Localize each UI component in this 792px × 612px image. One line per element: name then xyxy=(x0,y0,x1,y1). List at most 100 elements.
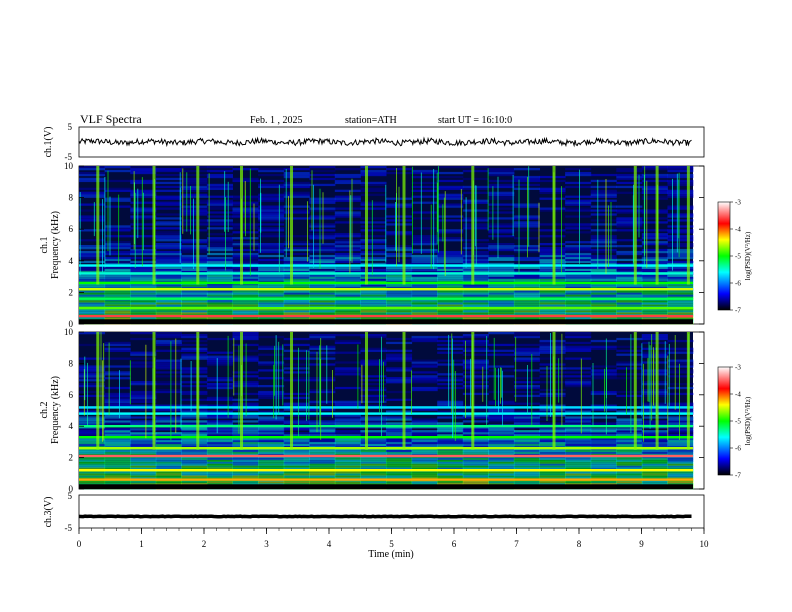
spectrogram-cell xyxy=(488,217,515,220)
spectrogram-cell xyxy=(104,304,131,307)
spectrogram-cell xyxy=(667,408,694,411)
spectrogram-cell xyxy=(641,441,668,445)
spectrogram-cell xyxy=(462,467,489,470)
spectrogram-cell xyxy=(130,459,157,462)
spectrogram-cell xyxy=(309,248,336,252)
spectrogram-cell xyxy=(206,183,233,187)
spectrogram-cell xyxy=(283,461,310,464)
spectrogram-cell xyxy=(590,274,617,277)
spectrogram-cell xyxy=(667,416,694,419)
spectrogram-cell xyxy=(488,353,515,356)
spectrogram-cell xyxy=(641,369,668,372)
spectrogram-band xyxy=(79,297,693,300)
spectrogram-cell xyxy=(411,377,438,380)
spectrogram-cell xyxy=(334,181,361,185)
spectrogram-cell xyxy=(411,300,438,303)
spectrogram-cell xyxy=(206,237,233,240)
spectrogram-cell xyxy=(181,457,208,460)
ch2-colorbar-ticks: -3-4-5-6-7 xyxy=(730,364,741,480)
spectrogram-cell xyxy=(590,205,617,208)
spectrogram-cell xyxy=(488,365,515,368)
spectrogram-cell xyxy=(565,252,592,256)
ytick-label: 2 xyxy=(69,453,74,463)
spectrogram-cell xyxy=(104,189,131,192)
spectrogram-cell xyxy=(155,371,182,374)
spectrogram-cell xyxy=(258,197,285,200)
spectrogram-cell xyxy=(155,181,182,185)
spectrogram-cell xyxy=(565,367,592,370)
spectrogram-cell xyxy=(616,353,643,356)
spectrogram-cell xyxy=(616,286,643,289)
spectrogram-cell xyxy=(258,233,285,236)
spectrogram-cell xyxy=(386,294,413,297)
spectrogram-cell xyxy=(79,420,106,423)
spectrogram-cell xyxy=(462,367,489,370)
spectrogram-cell xyxy=(181,256,208,260)
spectrogram-cell xyxy=(565,441,592,445)
spectrogram-cell xyxy=(513,467,540,470)
ch1-ylabel: ch.1(V) xyxy=(43,127,54,158)
spectrogram-cell xyxy=(181,310,208,313)
spectrogram-cell xyxy=(641,475,668,478)
spectrogram-cell xyxy=(258,205,285,208)
spectrogram-cell xyxy=(181,201,208,204)
spectrogram-cell xyxy=(667,175,694,179)
spectrogram-cell xyxy=(565,434,592,437)
spectrogram-cell xyxy=(616,219,643,222)
spectrogram-cell xyxy=(104,278,131,281)
spectrogram-band xyxy=(79,314,693,318)
spectrogram-cell xyxy=(360,270,387,273)
spectrogram-cell xyxy=(309,334,336,337)
spectrogram-cell xyxy=(155,304,182,307)
spectrogram-cell xyxy=(565,416,592,419)
spectrogram-cell xyxy=(667,284,694,287)
spectrogram-cell xyxy=(616,262,643,266)
spectrogram-cell xyxy=(155,477,182,480)
spectrogram-cell xyxy=(309,351,336,354)
spectrogram-cell xyxy=(104,398,131,401)
spectrogram-cell xyxy=(360,284,387,287)
spectrogram-cell xyxy=(130,171,157,175)
spectrogram-cell xyxy=(616,449,643,453)
spectrogram-cell xyxy=(513,205,540,208)
spectrogram-cell xyxy=(513,183,540,187)
spectrogram-cell xyxy=(155,177,182,181)
spectrogram-band xyxy=(79,454,693,458)
spectrogram-cell xyxy=(488,169,515,173)
spectrogram-cell xyxy=(565,168,592,171)
spectrogram-cell xyxy=(386,475,413,478)
spectrogram-cell xyxy=(104,357,131,360)
spectrogram-cell xyxy=(360,229,387,232)
spectrogram-cell xyxy=(641,438,668,441)
spectrogram-cell xyxy=(155,300,182,303)
spectrogram-cell xyxy=(206,262,233,266)
spectrogram-cell xyxy=(437,310,464,313)
spectrogram-cell xyxy=(155,471,182,474)
spectrogram-cell xyxy=(667,245,694,248)
spectrogram-cell xyxy=(206,477,233,480)
spectrogram-cell xyxy=(283,451,310,454)
spectrogram-cell xyxy=(334,420,361,423)
spectrogram-cell xyxy=(590,459,617,462)
spectrogram-cell xyxy=(181,312,208,315)
spectrogram-cell xyxy=(590,347,617,350)
spectrogram-cell xyxy=(334,463,361,466)
spectrogram-cell xyxy=(616,363,643,366)
spectrogram-cell xyxy=(206,467,233,470)
spectrogram-cell xyxy=(130,432,157,435)
spectrogram-cell xyxy=(334,473,361,476)
event-column xyxy=(290,332,293,450)
spectrogram-cell xyxy=(513,187,540,190)
spectrogram-cell xyxy=(181,414,208,417)
spectrogram-cell xyxy=(565,438,592,441)
spectrogram-cell xyxy=(590,451,617,454)
spectrogram-cell xyxy=(437,268,464,271)
ch3-panel: 5 -5 ch.3(V) 0 1 2 3 4 5 6 7 8 9 10 Time (min) xyxy=(43,491,709,560)
spectrogram-cell xyxy=(513,278,540,281)
spectrogram-cell xyxy=(360,438,387,441)
spectrogram-cell xyxy=(565,215,592,218)
spectrogram-cell xyxy=(258,266,285,269)
spectrogram-cell xyxy=(616,211,643,214)
spectrogram-cell xyxy=(411,294,438,297)
spectrogram-cell xyxy=(181,467,208,470)
